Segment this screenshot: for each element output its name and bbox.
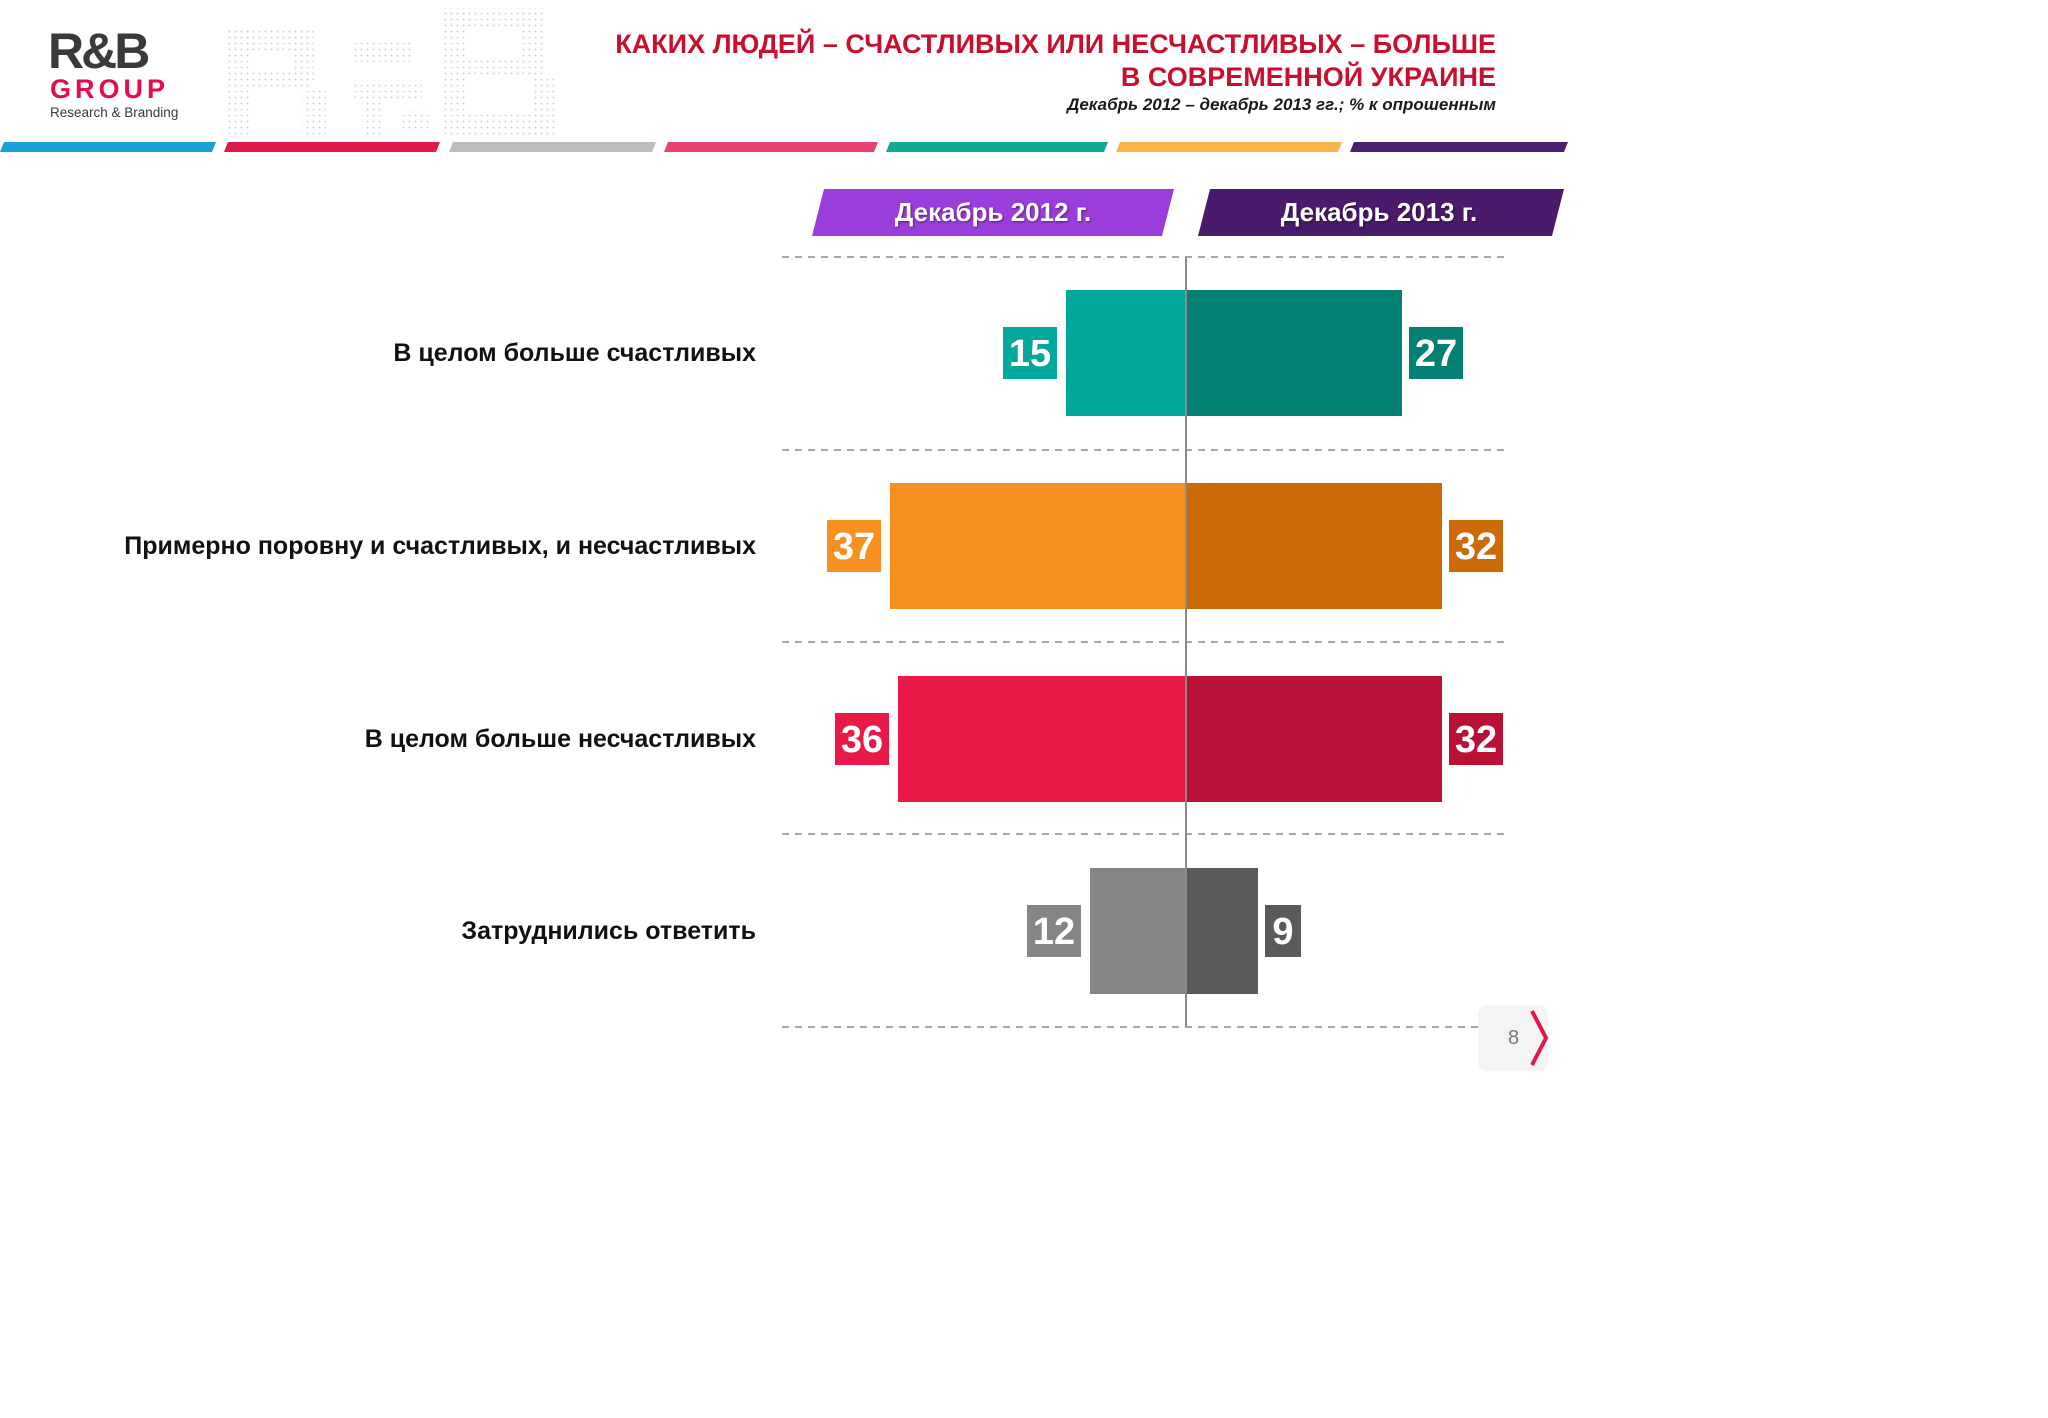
logo-tagline: Research & Branding xyxy=(50,105,179,120)
series-header-2013: Декабрь 2013 г. xyxy=(1198,189,1564,236)
value-label-box-2013 xyxy=(1265,905,1301,957)
value-label-box-2012 xyxy=(827,520,881,572)
page-number: 8 xyxy=(1508,1027,1520,1049)
header-stripe xyxy=(1350,142,1568,152)
series-header-2012: Декабрь 2012 г. xyxy=(812,189,1174,236)
diverging-bar-chart: 15 27 37 32 36 32 12 9 xyxy=(782,256,1506,1028)
value-label-box-2013 xyxy=(1449,713,1503,765)
series-header-2013-shape xyxy=(1198,189,1564,236)
category-label-happy: В целом больше счастливых xyxy=(393,339,756,367)
logo-group: GROUP xyxy=(50,74,170,104)
header-stripe xyxy=(0,142,216,152)
value-label-box-2012 xyxy=(1027,905,1081,957)
header-stripe xyxy=(664,142,878,152)
category-label-equal: Примерно поровну и счастливых, и несчаст… xyxy=(124,532,756,560)
chart-title: КАКИХ ЛЮДЕЙ – СЧАСТЛИВЫХ ИЛИ НЕСЧАСТЛИВЫ… xyxy=(536,28,1496,94)
header-stripe xyxy=(886,142,1108,152)
bar-2013 xyxy=(1186,483,1442,609)
value-label-2013: 32 xyxy=(1455,719,1497,761)
series-header-2012-shape xyxy=(812,189,1174,236)
value-label-2013: 32 xyxy=(1455,526,1497,568)
value-label-box-2012 xyxy=(835,713,889,765)
logo-brand: R&B xyxy=(48,23,150,79)
header-stripe xyxy=(224,142,440,152)
value-label-2012: 12 xyxy=(1033,911,1075,953)
value-label-2012: 15 xyxy=(1009,333,1051,375)
value-label-2012: 36 xyxy=(841,719,883,761)
value-label-2013: 27 xyxy=(1415,333,1457,375)
series-header-2013-label: Декабрь 2013 г. xyxy=(1280,197,1478,227)
value-label-box-2012 xyxy=(1003,327,1057,379)
bar-2012 xyxy=(1066,290,1186,416)
chart-title-line-1: КАКИХ ЛЮДЕЙ – СЧАСТЛИВЫХ ИЛИ НЕСЧАСТЛИВЫ… xyxy=(615,29,1496,59)
header-stripe xyxy=(449,142,656,152)
chevron-right-icon xyxy=(1530,1010,1549,1066)
category-label-unhappy: В целом больше несчастливых xyxy=(364,725,756,753)
bar-2013 xyxy=(1186,676,1442,802)
bar-2013 xyxy=(1186,868,1258,994)
bar-2012 xyxy=(1090,868,1186,994)
bar-2012 xyxy=(898,676,1186,802)
header-stripes xyxy=(0,142,1568,152)
rb-group-logo: R&B GROUP Research & Branding xyxy=(48,26,198,126)
bar-2012 xyxy=(890,483,1186,609)
chart-subtitle: Декабрь 2012 – декабрь 2013 гг.; % к опр… xyxy=(1067,95,1496,114)
watermark-decoration xyxy=(226,8,558,135)
value-label-2012: 37 xyxy=(833,526,875,568)
bar-2013 xyxy=(1186,290,1402,416)
header-stripe xyxy=(1116,142,1342,152)
series-header-2012-label: Декабрь 2012 г. xyxy=(894,197,1092,227)
value-label-2013: 9 xyxy=(1272,911,1293,953)
value-label-box-2013 xyxy=(1449,520,1503,572)
value-label-box-2013 xyxy=(1409,327,1463,379)
chart-title-line-2: В СОВРЕМЕННОЙ УКРАИНЕ xyxy=(1120,62,1496,92)
category-label-dont-know: Затруднились ответить xyxy=(461,917,756,945)
page-number-box: 8 xyxy=(1480,1007,1549,1069)
